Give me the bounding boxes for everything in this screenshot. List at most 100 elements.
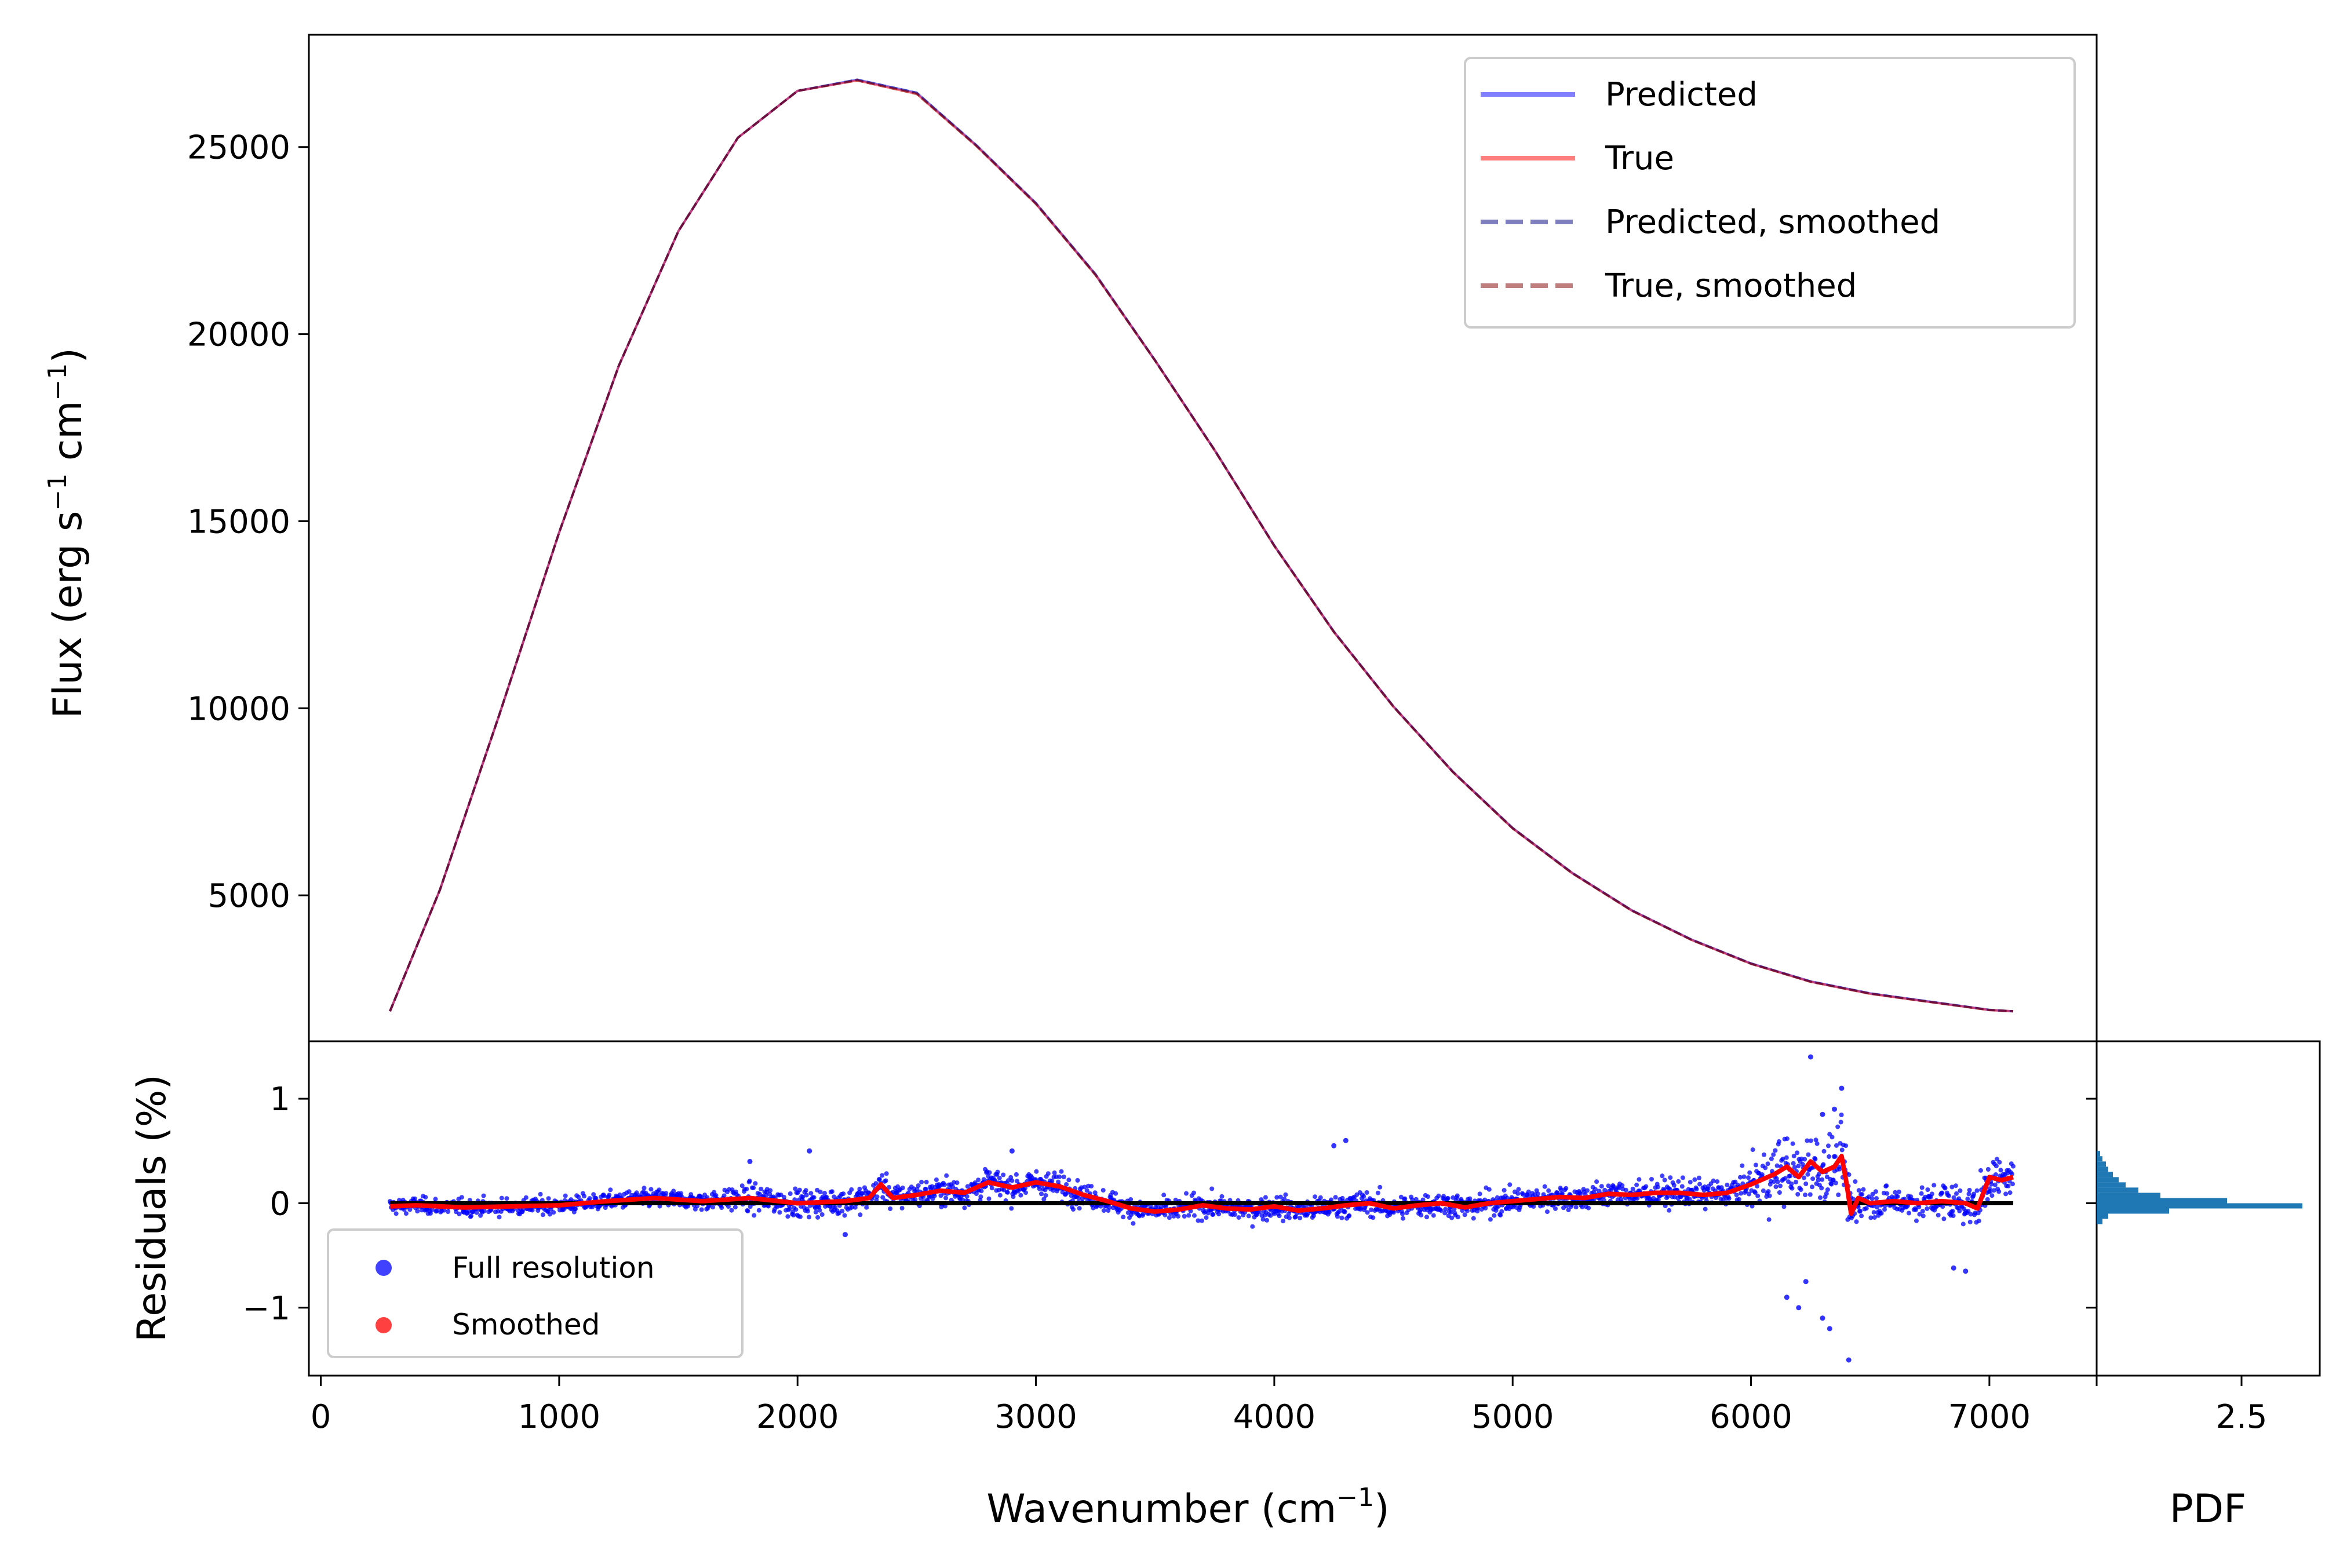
residual-point (1347, 1213, 1352, 1218)
residual-point (934, 1177, 939, 1182)
residual-point (2003, 1191, 2009, 1197)
residual-point (1507, 1182, 1513, 1187)
residual-point (1667, 1186, 1672, 1191)
residual-point (1766, 1217, 1772, 1222)
residual-point (446, 1209, 451, 1214)
residual-point (1465, 1208, 1470, 1213)
residual-point (995, 1169, 1000, 1175)
residual-point (1988, 1188, 1993, 1194)
residual-point (800, 1194, 806, 1199)
residual-point (1246, 1213, 1251, 1219)
residual-outlier-point (1832, 1106, 1837, 1112)
residual-point (1052, 1170, 1057, 1175)
residual-outlier-point (1827, 1326, 1832, 1332)
residual-point (1940, 1204, 1945, 1209)
residual-point (1925, 1206, 1930, 1211)
residual-point (1820, 1177, 1825, 1182)
residual-point (751, 1186, 756, 1190)
residual-outlier-point (807, 1148, 812, 1154)
residual-point (1772, 1179, 1777, 1184)
residual-point (1816, 1172, 1821, 1177)
residual-point (459, 1195, 464, 1200)
spectrum-y-tick-label: 15000 (187, 503, 290, 541)
residual-point (1037, 1186, 1042, 1191)
residual-point (1034, 1169, 1039, 1174)
residual-point (1635, 1196, 1640, 1201)
residual-outlier-point (1963, 1268, 1969, 1274)
residual-point (1783, 1176, 1788, 1181)
residual-point (1364, 1190, 1369, 1195)
residual-point (1313, 1194, 1318, 1199)
residual-legend-box (327, 1228, 744, 1358)
residual-y-ticks: −1 0 1 (242, 1081, 309, 1328)
residual-point (547, 1212, 552, 1217)
residual-point (1920, 1209, 1925, 1214)
residual-point (1916, 1205, 1922, 1209)
residual-point (1773, 1184, 1779, 1189)
residual-point (699, 1207, 704, 1212)
residual-point (497, 1215, 502, 1220)
residual-point (1687, 1197, 1692, 1202)
residual-point (888, 1206, 893, 1211)
residual-point (582, 1194, 586, 1199)
residual-point (1623, 1187, 1628, 1193)
x-tick-label: 7000 (1948, 1398, 2031, 1436)
residual-point (1703, 1206, 1708, 1212)
residual-point (1667, 1208, 1672, 1213)
histogram-x-axis-label: PDF (2170, 1486, 2246, 1532)
residual-point (1492, 1213, 1497, 1218)
residual-point (1971, 1191, 1977, 1197)
residual-point (1616, 1186, 1621, 1191)
residual-point (1580, 1205, 1585, 1209)
residual-outlier-point (1784, 1294, 1790, 1300)
residual-point (1792, 1165, 1797, 1170)
residual-point (546, 1196, 551, 1201)
residual-point (1535, 1191, 1540, 1197)
histogram-ticks: 2.5 (2086, 1097, 2268, 1436)
residual-point (1784, 1155, 1789, 1160)
histogram-bar (2097, 1198, 2227, 1204)
residual-outlier-point (747, 1158, 753, 1164)
residual-point (407, 1207, 413, 1212)
residual-outlier-point (1796, 1305, 1802, 1311)
residual-point (1767, 1193, 1772, 1198)
residual-point (1679, 1184, 1685, 1189)
x-tick-label: 0 (311, 1398, 331, 1436)
residual-point (1005, 1190, 1010, 1195)
residual-point (1375, 1190, 1380, 1195)
residual-point (1755, 1193, 1761, 1198)
residual-legend: Full resolution Smoothed (327, 1228, 744, 1358)
residual-point (713, 1193, 719, 1198)
residual-point (1958, 1188, 1963, 1193)
residual-point (1076, 1195, 1081, 1201)
residual-point (965, 1184, 970, 1189)
residual-point (1839, 1147, 1845, 1153)
histogram-bar (2097, 1177, 2119, 1183)
residual-point (919, 1179, 924, 1184)
residual-outlier-point (1331, 1143, 1337, 1148)
spectrum-panel: 5000 10000 15000 20000 25000 Flux (erg s−1 c… (43, 34, 2098, 1042)
residual-point (1585, 1188, 1590, 1193)
residual-point (1936, 1213, 1941, 1217)
x-tick-label: 2000 (756, 1398, 839, 1436)
residual-point (1993, 1172, 1998, 1177)
residual-point (1209, 1186, 1215, 1191)
residual-point (1655, 1184, 1660, 1190)
residual-point (430, 1207, 435, 1212)
legend-marker-full-resolution (376, 1260, 392, 1276)
residual-point (1498, 1213, 1503, 1218)
histogram-bar (2097, 1187, 2138, 1193)
residual-point (768, 1188, 773, 1193)
residual-point (1660, 1173, 1665, 1179)
legend-marker-smoothed (376, 1317, 392, 1333)
residual-point (671, 1188, 676, 1194)
residual-point (1184, 1191, 1189, 1196)
residual-point (1059, 1169, 1064, 1174)
residual-point (877, 1177, 882, 1182)
residual-point (1056, 1179, 1061, 1184)
residual-point (798, 1214, 803, 1219)
residual-point (1819, 1186, 1824, 1191)
histogram-bar (2097, 1219, 2102, 1224)
x-tick-label: 1000 (518, 1398, 601, 1436)
residual-point (608, 1187, 613, 1193)
